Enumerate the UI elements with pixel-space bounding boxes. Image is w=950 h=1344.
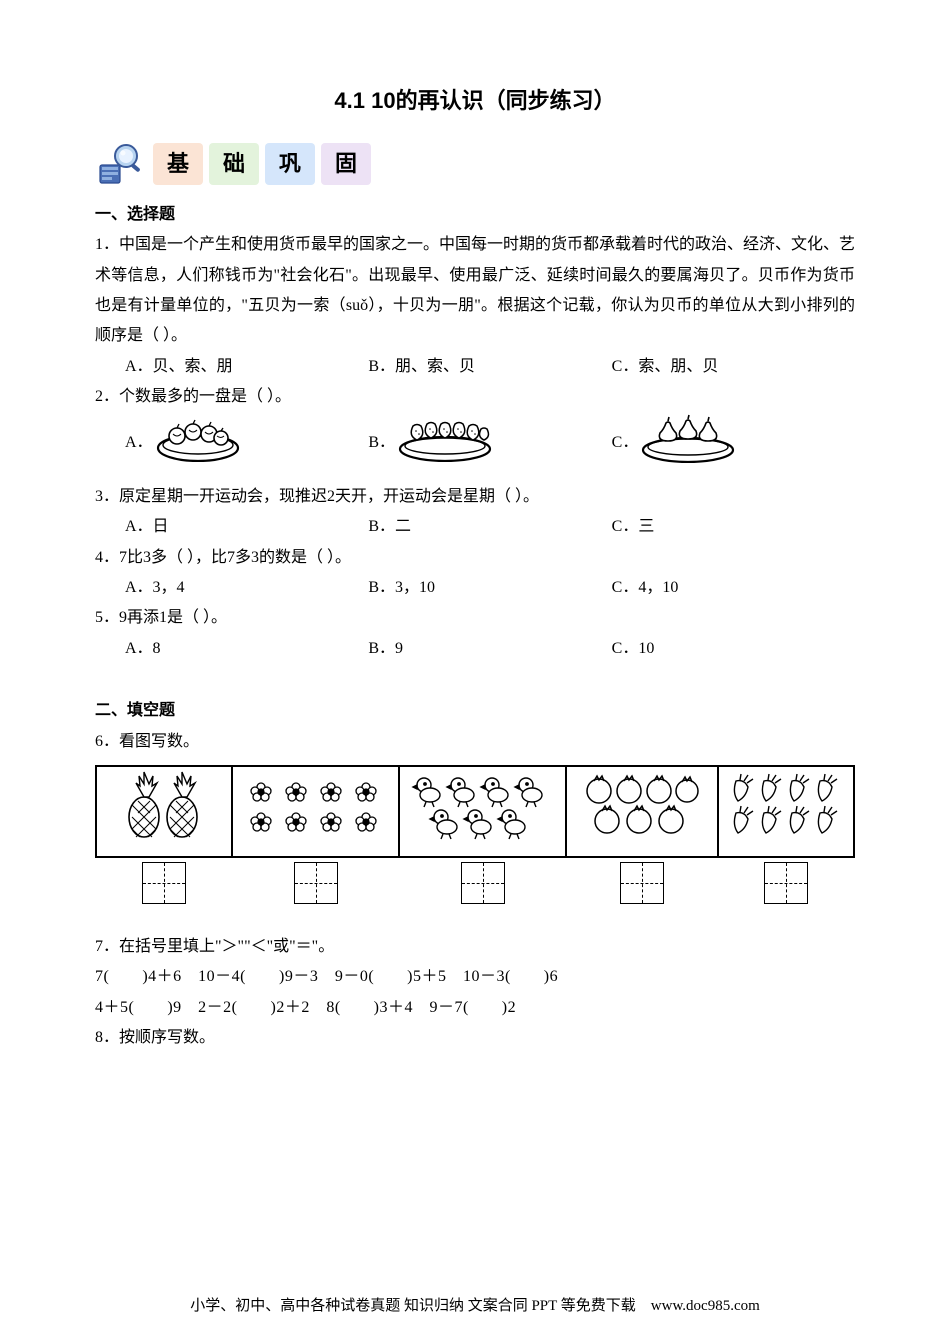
page-title: 4.1 10的再认识（同步练习）: [95, 80, 855, 122]
banner-char-3: 巩: [265, 143, 315, 185]
q6-answer-4: [566, 857, 718, 919]
banner-char-2: 础: [209, 143, 259, 185]
question-2-options: A． B．: [125, 413, 855, 474]
plate-strawberries-icon: [395, 414, 495, 473]
q1-opt-c: C．索、朋、贝: [612, 352, 855, 382]
question-5-options: A．8 B．9 C．10: [125, 634, 855, 664]
question-7: 7．在括号里填上"＞""＜"或"＝"。: [95, 932, 855, 962]
q2-opt-c: C．: [612, 413, 855, 474]
question-4-options: A．3，4 B．3，10 C．4，10: [125, 573, 855, 603]
q1-opt-b: B．朋、索、贝: [368, 352, 611, 382]
q4-opt-a: A．3，4: [125, 573, 368, 603]
q6-cell-carrots: [718, 766, 854, 857]
section-1-heading: 一、选择题: [95, 200, 855, 230]
q7-line-2: 4＋5( )9 2－2( )2＋2 8( )3＋4 9－7( )2: [95, 993, 855, 1023]
q6-cell-ducks: [399, 766, 566, 857]
question-6: 6．看图写数。: [95, 727, 855, 757]
page-footer: 小学、初中、高中各种试卷真题 知识归纳 文案合同 PPT 等免费下载 www.d…: [95, 1292, 855, 1321]
q3-opt-b: B．二: [368, 512, 611, 542]
question-2: 2．个数最多的一盘是（ ）。: [95, 382, 855, 412]
q2-opt-a: A．: [125, 414, 368, 473]
question-3-options: A．日 B．二 C．三: [125, 512, 855, 542]
banner-char-4: 固: [321, 143, 371, 185]
q6-answer-2: [232, 857, 399, 919]
q6-cell-pineapples: [96, 766, 232, 857]
q5-opt-b: B．9: [368, 634, 611, 664]
question-4: 4．7比3多（ ），比7多3的数是（ ）。: [95, 543, 855, 573]
plate-apples-icon: [153, 414, 243, 473]
q6-cell-flowers: [232, 766, 399, 857]
magnifier-icon: [95, 140, 147, 188]
q4-opt-b: B．3，10: [368, 573, 611, 603]
question-3: 3．原定星期一开运动会，现推迟2天开，开运动会是星期（ ）。: [95, 482, 855, 512]
q3-opt-c: C．三: [612, 512, 855, 542]
q3-opt-a: A．日: [125, 512, 368, 542]
question-5: 5．9再添1是（ ）。: [95, 603, 855, 633]
question-1: 1．中国是一个产生和使用货币最早的国家之一。中国每一时期的货币都承载着时代的政治…: [95, 230, 855, 352]
section-banner: 基 础 巩 固: [95, 140, 855, 188]
q6-answer-1: [96, 857, 232, 919]
q5-opt-c: C．10: [612, 634, 855, 664]
plate-pears-icon: [638, 413, 738, 474]
question-8: 8．按顺序写数。: [95, 1023, 855, 1053]
q6-table: [95, 765, 855, 920]
q6-answer-5: [718, 857, 854, 919]
q2-opt-b: B．: [368, 414, 611, 473]
q7-line-1: 7( )4＋6 10－4( )9－3 9－0( )5＋5 10－3( )6: [95, 962, 855, 992]
q6-answer-3: [399, 857, 566, 919]
banner-char-1: 基: [153, 143, 203, 185]
q4-opt-c: C．4，10: [612, 573, 855, 603]
q1-opt-a: A．贝、索、朋: [125, 352, 368, 382]
q5-opt-a: A．8: [125, 634, 368, 664]
question-1-options: A．贝、索、朋 B．朋、索、贝 C．索、朋、贝: [125, 352, 855, 382]
section-2-heading: 二、填空题: [95, 696, 855, 726]
page: 4.1 10的再认识（同步练习） 基 础 巩 固 一、选择题 1．中国是一个产生…: [0, 0, 950, 1344]
q6-cell-tomatoes: [566, 766, 718, 857]
